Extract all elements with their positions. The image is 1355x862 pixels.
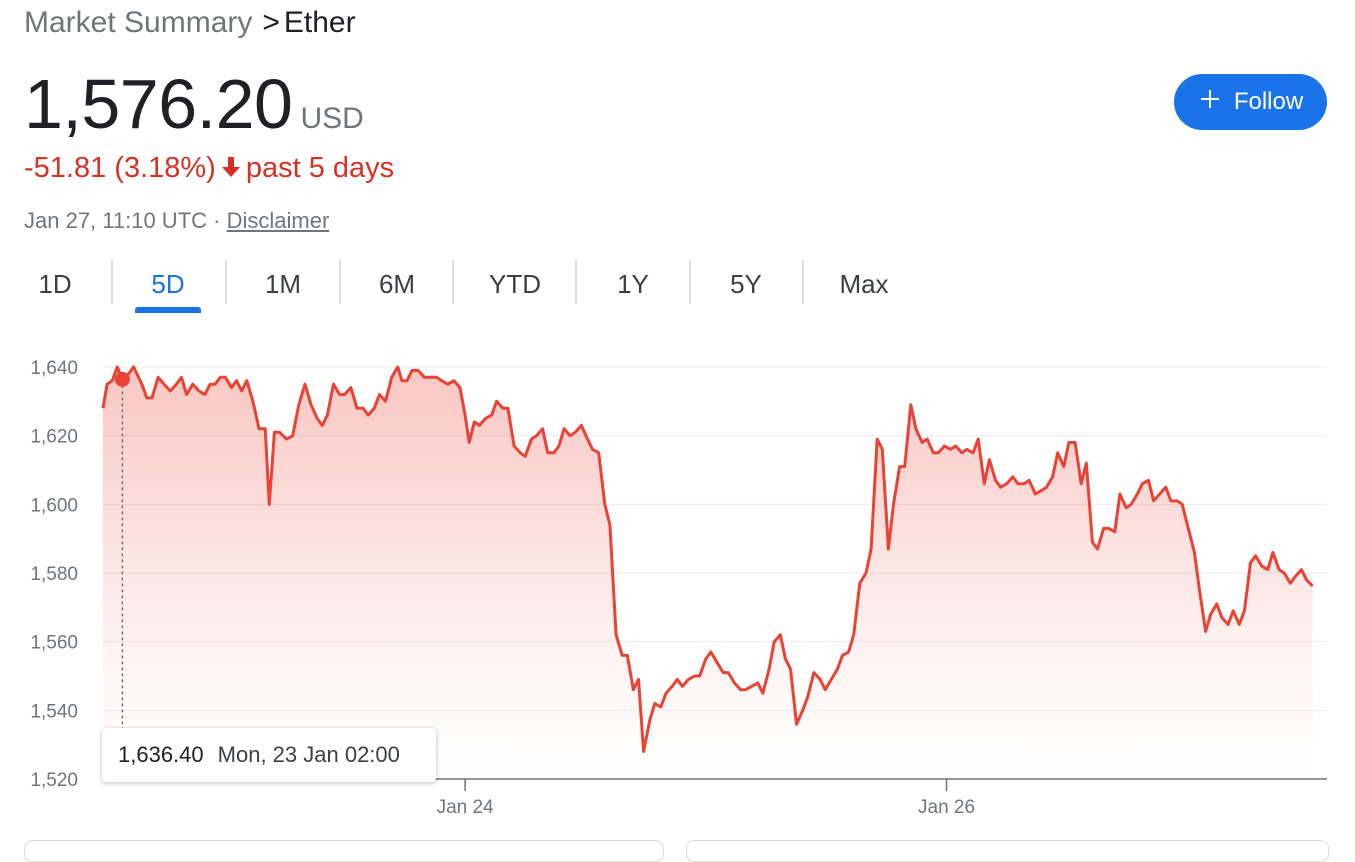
breadcrumb: Market Summary > Ether — [24, 4, 356, 42]
y-tick-label: 1,560 — [30, 633, 78, 654]
y-tick-label: 1,620 — [30, 427, 78, 448]
breadcrumb-current: Ether — [283, 6, 356, 39]
follow-label: Follow — [1233, 88, 1304, 115]
range-tabs: 1D 5D 1M 6M YTD 1Y 5Y Max — [0, 256, 940, 313]
tab-divider — [225, 260, 227, 304]
change-value: -51.81 (3.18%) — [24, 152, 216, 184]
tab-divider — [689, 260, 691, 304]
y-tick-label: 1,540 — [30, 701, 78, 722]
tab-max[interactable]: Max — [825, 256, 903, 312]
quote-timestamp: Jan 27, 11:10 UTC · Disclaimer — [24, 206, 329, 236]
tab-label: 5Y — [730, 268, 762, 299]
price-chart[interactable]: 1,640 1,620 1,600 1,580 1,560 1,540 1,520 Jan … — [0, 330, 1355, 846]
tab-label: YTD — [489, 268, 541, 299]
currency-label: USD — [300, 102, 364, 135]
tab-5y[interactable]: 5Y — [711, 256, 781, 312]
price-line — [101, 365, 1314, 753]
current-price: 1,576.20 — [24, 65, 293, 143]
tab-1y[interactable]: 1Y — [598, 256, 668, 312]
price-change: -51.81 (3.18%) past 5 days — [24, 150, 394, 188]
y-tick-label: 1,640 — [30, 358, 78, 379]
timestamp-text: Jan 27, 11:10 UTC · — [24, 208, 221, 233]
tab-1m[interactable]: 1M — [248, 256, 318, 312]
news-card[interactable] — [24, 840, 664, 862]
tab-label: Max — [839, 268, 889, 299]
y-tick-label: 1,580 — [30, 564, 78, 585]
disclaimer-link[interactable]: Disclaimer — [226, 208, 330, 233]
down-arrow-icon — [220, 152, 242, 188]
tab-divider — [575, 260, 577, 304]
tab-label: 6M — [378, 268, 416, 299]
tooltip-value: 1,636.40 — [118, 742, 204, 767]
chart-tooltip: 1,636.40 Mon, 23 Jan 02:00 — [102, 728, 436, 782]
tab-divider — [802, 260, 804, 304]
tab-6m[interactable]: 6M — [362, 256, 432, 312]
x-axis-labels: Jan 24 Jan 26 — [437, 779, 975, 818]
y-tick-label: 1,520 — [30, 770, 78, 791]
tab-label: 1D — [38, 268, 72, 299]
x-tick-label: Jan 26 — [918, 797, 975, 818]
plus-icon — [1198, 87, 1222, 118]
tooltip-date: Mon, 23 Jan 02:00 — [217, 742, 400, 767]
change-period: past 5 days — [245, 152, 395, 184]
tab-label: 1M — [264, 268, 302, 299]
y-axis-labels: 1,640 1,620 1,600 1,580 1,560 1,540 1,520 — [30, 358, 78, 791]
tab-1d[interactable]: 1D — [20, 256, 90, 312]
tab-divider — [111, 260, 113, 304]
tab-label: 1Y — [617, 268, 649, 299]
tab-divider — [452, 260, 454, 304]
x-tick-label: Jan 24 — [437, 797, 494, 818]
tab-ytd[interactable]: YTD — [475, 256, 555, 312]
tab-divider — [339, 260, 341, 304]
tab-label: 5D — [151, 268, 185, 299]
price-area-fill — [103, 367, 1313, 779]
follow-button[interactable]: Follow — [1174, 74, 1327, 130]
tab-5d[interactable]: 5D — [135, 256, 201, 313]
y-tick-label: 1,600 — [30, 495, 78, 516]
breadcrumb-parent-link[interactable]: Market Summary — [24, 6, 253, 39]
price-row: 1,576.20 USD — [24, 62, 364, 146]
news-card[interactable] — [686, 840, 1329, 862]
breadcrumb-separator: > — [262, 6, 280, 39]
hover-point — [114, 371, 130, 387]
